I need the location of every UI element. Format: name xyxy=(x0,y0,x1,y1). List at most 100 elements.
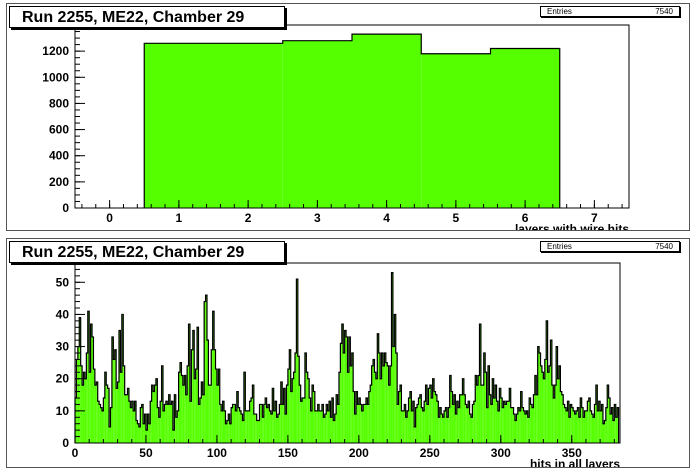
histogram-bar xyxy=(87,311,90,443)
histogram-bar xyxy=(273,410,276,443)
histogram-bar xyxy=(402,410,405,443)
histogram-bar xyxy=(363,404,365,443)
histogram-bar xyxy=(272,388,274,443)
histogram-bar xyxy=(192,330,195,443)
histogram-bar xyxy=(106,385,108,443)
histogram-bar xyxy=(544,359,547,443)
histogram-bar xyxy=(241,414,243,443)
histogram-bar xyxy=(86,353,88,443)
x-tick-label: 0 xyxy=(72,446,79,460)
histogram-bar xyxy=(336,394,338,443)
histogram-bar xyxy=(158,417,161,443)
histogram-bar xyxy=(566,410,568,443)
histogram-bar xyxy=(277,414,280,443)
histogram-bar xyxy=(496,401,498,443)
y-tick-label: 20 xyxy=(56,372,70,386)
histogram-bar xyxy=(570,404,572,443)
histogram-bar xyxy=(255,414,257,443)
histogram-bar xyxy=(77,346,80,443)
histogram-bar xyxy=(415,407,418,443)
histogram-bar xyxy=(441,414,443,443)
histogram-bar xyxy=(113,359,115,443)
histogram-bar xyxy=(459,394,462,443)
histogram-bar xyxy=(299,385,301,443)
histogram-bar xyxy=(520,391,523,443)
histogram-bar xyxy=(411,410,413,443)
histogram-bar xyxy=(111,336,114,443)
histogram-bar xyxy=(213,43,283,208)
bottom-histogram-panel: Run 2255, ME22, Chamber 29 Entries 7540 … xyxy=(6,238,690,468)
histogram-bar xyxy=(513,414,515,443)
histogram-bar xyxy=(75,398,77,443)
histogram-bar xyxy=(331,398,334,443)
histogram-bar xyxy=(557,378,559,443)
histogram-bar xyxy=(160,401,162,443)
histogram-bar xyxy=(356,391,358,443)
histogram-bar xyxy=(408,398,410,443)
histogram-bar xyxy=(581,407,584,443)
histogram-bar xyxy=(497,410,500,443)
histogram-bar xyxy=(175,417,178,443)
histogram-bar xyxy=(184,375,186,443)
x-tick-label: 150 xyxy=(278,446,298,460)
histogram-bar xyxy=(370,385,372,443)
histogram-bar xyxy=(317,404,320,443)
histogram-bar xyxy=(99,404,101,443)
histogram-bar xyxy=(279,404,281,443)
histogram-bar xyxy=(553,398,555,443)
histogram-bar xyxy=(329,401,331,443)
histogram-bar xyxy=(519,410,521,443)
histogram-bar xyxy=(453,394,456,443)
y-tick-label: 200 xyxy=(49,175,69,189)
histogram-bar xyxy=(512,407,514,443)
histogram-bar xyxy=(84,378,87,443)
histogram-bar xyxy=(534,375,537,443)
histogram-bar xyxy=(455,414,457,443)
histogram-bar xyxy=(615,417,618,443)
histogram-bar xyxy=(249,401,251,443)
histogram-bar xyxy=(549,365,551,443)
histogram-bar xyxy=(432,378,435,443)
histogram-bar xyxy=(286,385,288,443)
histogram-bar xyxy=(574,414,577,443)
histogram-bar xyxy=(326,404,328,443)
histogram-bar xyxy=(101,410,104,443)
histogram-bar xyxy=(344,330,347,443)
histogram-bar xyxy=(167,404,169,443)
histogram-bar xyxy=(364,404,366,443)
histogram-bar xyxy=(189,401,192,443)
histogram-bar xyxy=(472,404,474,443)
histogram-bar xyxy=(170,404,172,443)
histogram-bar xyxy=(327,410,330,443)
histogram-bar xyxy=(83,372,85,443)
histogram-bar xyxy=(343,353,345,443)
histogram-bar xyxy=(161,365,163,443)
histogram-bar xyxy=(268,404,270,443)
histogram-bar xyxy=(313,391,315,443)
histogram-bar xyxy=(130,407,132,443)
histogram-bar xyxy=(306,372,308,443)
histogram-bar xyxy=(587,401,589,443)
x-tick-label: 3 xyxy=(314,211,321,225)
histogram-bar xyxy=(202,394,205,443)
histogram-bar xyxy=(238,407,240,443)
histogram-bar xyxy=(206,340,209,443)
x-tick-label: 200 xyxy=(349,446,369,460)
histogram-bar xyxy=(506,401,508,443)
histogram-bar xyxy=(177,410,179,443)
histogram-bar xyxy=(231,407,233,443)
histogram-bar xyxy=(357,404,359,443)
histogram-bar xyxy=(296,279,298,443)
histogram-bar xyxy=(218,369,220,443)
histogram-outline xyxy=(74,272,620,443)
histogram-bar xyxy=(533,394,535,443)
histogram-bar xyxy=(404,404,406,443)
histogram-bar xyxy=(138,426,141,443)
histogram-bar xyxy=(556,346,558,443)
histogram-bar xyxy=(516,414,518,443)
histogram-bar xyxy=(522,407,524,443)
histogram-bar xyxy=(147,414,149,443)
histogram-bar xyxy=(165,401,168,443)
x-axis-label: hits in all layers xyxy=(530,457,620,467)
histogram-bar xyxy=(140,407,142,443)
